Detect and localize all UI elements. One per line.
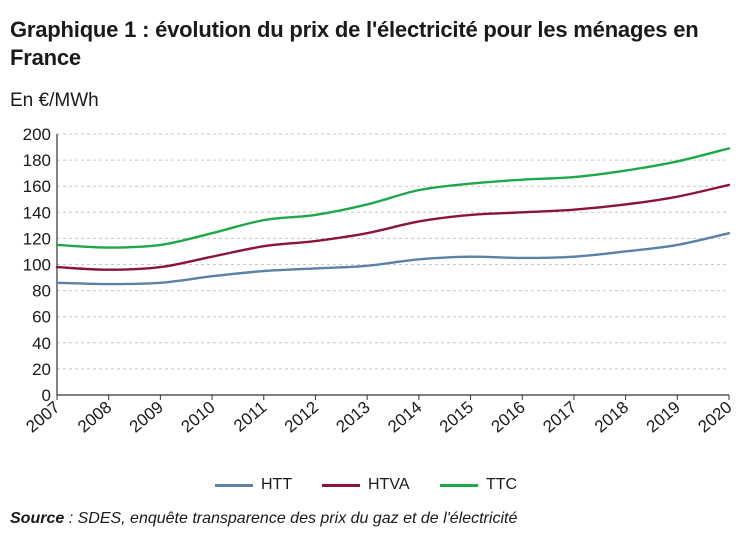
x-tick-label: 2020 — [694, 398, 735, 437]
source-note: Source : SDES, enquête transparence des … — [10, 510, 517, 528]
y-tick-label: 180 — [23, 151, 51, 170]
x-tick-label: 2019 — [643, 398, 684, 437]
series-line-htt — [55, 231, 731, 286]
series-line-htva — [55, 183, 731, 271]
y-tick-label: 140 — [23, 203, 51, 222]
x-tick-label: 2007 — [22, 398, 63, 437]
y-tick-label: 80 — [32, 282, 51, 301]
source-label: Source — [10, 510, 65, 527]
legend-item-htva: HTVA — [322, 472, 409, 498]
x-tick-label: 2015 — [436, 398, 477, 437]
legend-label-htva: HTVA — [368, 476, 410, 493]
series-line-ttc — [55, 147, 731, 249]
unit-label: En €/MWh — [10, 90, 99, 111]
y-tick-label: 100 — [23, 256, 51, 275]
legend-label-htt: HTT — [261, 476, 293, 493]
legend-item-ttc: TTC — [440, 472, 517, 498]
x-tick-label: 2013 — [333, 398, 374, 437]
y-tick-label: 120 — [23, 229, 51, 248]
x-tick-label: 2018 — [591, 398, 632, 437]
legend-item-htt: HTT — [215, 472, 292, 498]
legend-swatch-ttc — [440, 483, 478, 487]
x-tick-label: 2014 — [384, 398, 425, 437]
x-tick-label: 2012 — [281, 398, 322, 437]
legend-swatch-htva — [322, 483, 360, 487]
x-tick-label: 2011 — [230, 398, 270, 436]
chart-title: Graphique 1 : évolution du prix de l'éle… — [10, 17, 699, 70]
y-tick-label: 40 — [32, 334, 51, 353]
y-tick-label: 160 — [23, 177, 51, 196]
y-tick-label: 0 — [42, 386, 51, 405]
x-tick-label: 2008 — [74, 398, 115, 437]
source-text: : SDES, enquête transparence des prix du… — [64, 510, 518, 527]
x-tick-label: 2010 — [177, 398, 218, 437]
x-tick-label: 2017 — [539, 398, 580, 437]
legend: HTT HTVA TTC — [0, 472, 750, 498]
x-tick-label: 2009 — [126, 398, 167, 437]
legend-swatch-htt — [215, 483, 253, 487]
y-tick-label: 200 — [23, 125, 51, 144]
legend-label-ttc: TTC — [486, 476, 518, 493]
x-tick-label: 2016 — [488, 398, 529, 437]
line-chart: 0 20 40 60 80 100 120 140 160 180 200 2007 2008 2009 2… — [22, 125, 735, 437]
y-tick-label: 60 — [32, 308, 51, 327]
y-tick-label: 20 — [32, 360, 51, 379]
